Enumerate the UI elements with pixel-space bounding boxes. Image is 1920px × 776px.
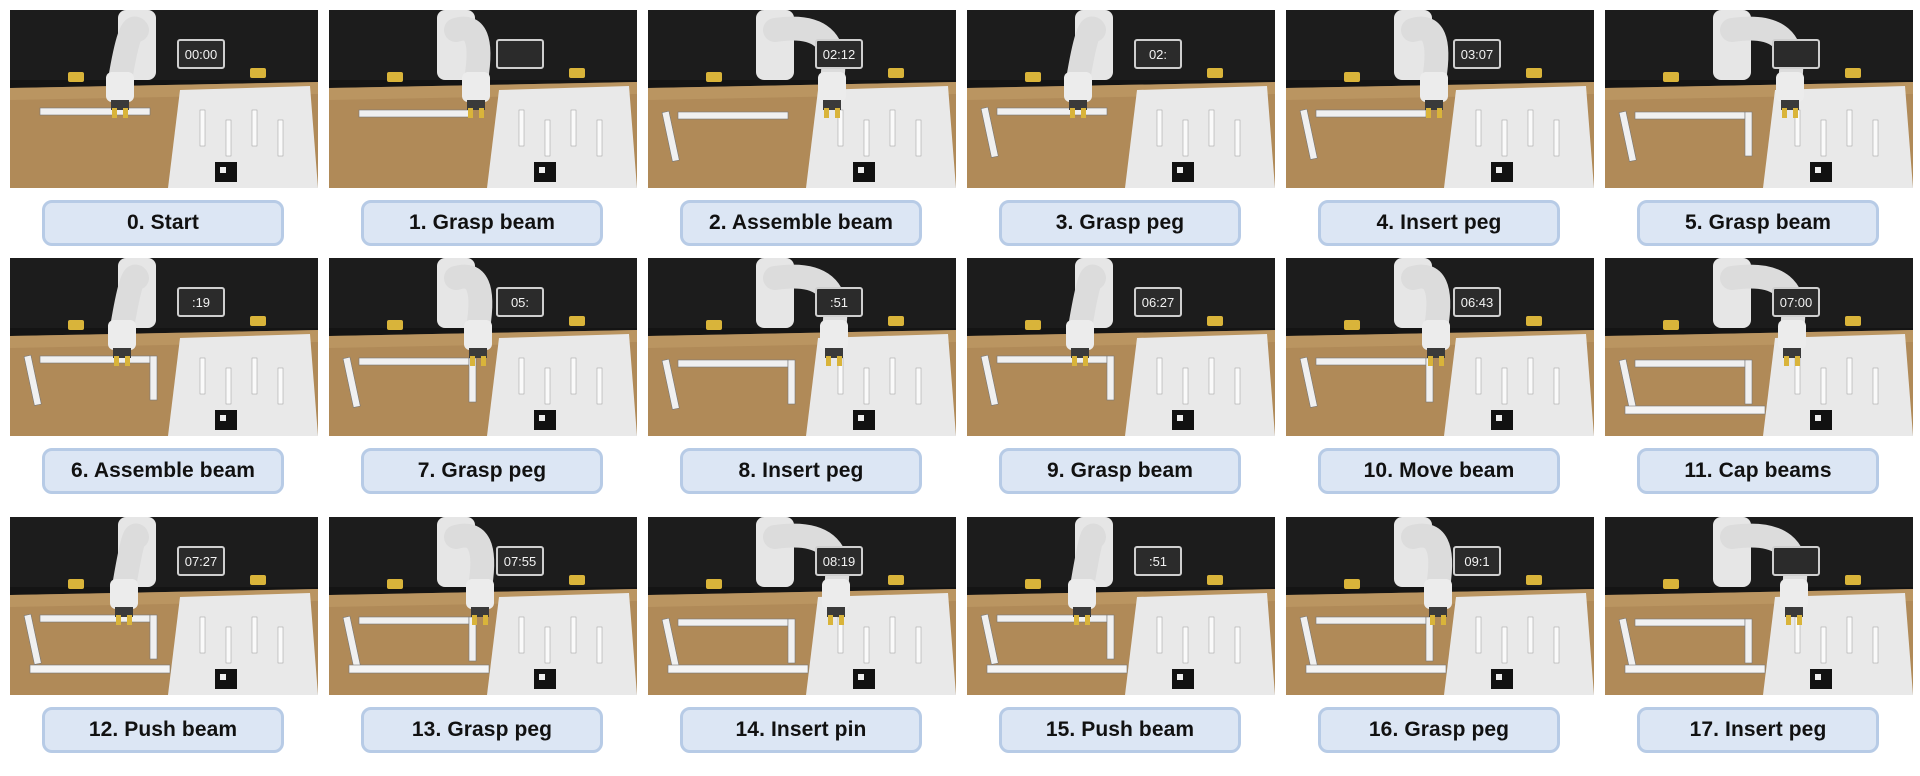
step-15: :51 15. Push beam [967,517,1275,753]
timer-text: 03:07 [1461,47,1494,62]
step-label: 0. Start [42,200,284,246]
timer-text: :19 [192,295,210,310]
step-13: 07:55 13. Grasp peg [329,517,637,753]
timer-display: 07:55 [496,546,544,576]
step-16: 09:1 16. Grasp peg [1286,517,1594,753]
timer-text: 07:27 [185,554,218,569]
timer-display: 00:00 [177,39,225,69]
step-frame-image [1605,517,1913,695]
timer-display: :51 [1134,546,1182,576]
step-frame-image: 03:07 [1286,10,1594,188]
step-label: 17. Insert peg [1637,707,1879,753]
timer-display: 06:27 [1134,287,1182,317]
step-label: 8. Insert peg [680,448,922,494]
step-0: 00:00 0. Start [10,10,318,246]
step-11: 07:00 11. Cap beams [1605,258,1913,494]
step-14: 08:19 14. Insert pin [648,517,956,753]
timer-display: :19 [177,287,225,317]
step-frame-image: 05: [329,258,637,436]
timer-text: 09:1 [1464,554,1489,569]
step-label: 4. Insert peg [1318,200,1560,246]
step-frame-image: 06:43 [1286,258,1594,436]
timer-text: 02:12 [823,47,856,62]
timer-display [1772,546,1820,576]
step-frame-image: 09:1 [1286,517,1594,695]
step-label: 13. Grasp peg [361,707,603,753]
step-frame-image: 06:27 [967,258,1275,436]
timer-text: 02: [1149,47,1167,62]
step-label: 1. Grasp beam [361,200,603,246]
timer-display: 06:43 [1453,287,1501,317]
step-17: 17. Insert peg [1605,517,1913,753]
step-9: 06:27 9. Grasp beam [967,258,1275,494]
step-label: 6. Assemble beam [42,448,284,494]
step-frame-image [329,10,637,188]
timer-display: 07:27 [177,546,225,576]
step-frame-image: 00:00 [10,10,318,188]
step-frame-image: 07:00 [1605,258,1913,436]
timer-display: 02: [1134,39,1182,69]
step-7: 05: 7. Grasp peg [329,258,637,494]
step-label: 7. Grasp peg [361,448,603,494]
timer-display [496,39,544,69]
step-label: 3. Grasp peg [999,200,1241,246]
step-5: 5. Grasp beam [1605,10,1913,246]
timer-text: 06:43 [1461,295,1494,310]
timer-text: 05: [511,295,529,310]
step-frame-image [1605,10,1913,188]
step-label: 9. Grasp beam [999,448,1241,494]
step-frame-image: :19 [10,258,318,436]
step-frame-image: :51 [648,258,956,436]
step-frame-image: 07:27 [10,517,318,695]
step-1: 1. Grasp beam [329,10,637,246]
step-2: 02:12 2. Assemble beam [648,10,956,246]
step-label: 16. Grasp peg [1318,707,1560,753]
timer-text: 06:27 [1142,295,1175,310]
timer-text: 07:55 [504,554,537,569]
step-6: :19 6. Assemble beam [10,258,318,494]
step-8: :51 8. Insert peg [648,258,956,494]
step-label: 14. Insert pin [680,707,922,753]
timer-display: 07:00 [1772,287,1820,317]
timer-text: 07:00 [1780,295,1813,310]
timer-display [1772,39,1820,69]
step-label: 10. Move beam [1318,448,1560,494]
step-frame-image: :51 [967,517,1275,695]
step-12: 07:27 12. Push beam [10,517,318,753]
step-frame-image: 02: [967,10,1275,188]
step-3: 02: 3. Grasp peg [967,10,1275,246]
timer-text: 08:19 [823,554,856,569]
step-frame-image: 07:55 [329,517,637,695]
step-frame-image: 08:19 [648,517,956,695]
timer-display: 05: [496,287,544,317]
timer-display: 08:19 [815,546,863,576]
step-label: 12. Push beam [42,707,284,753]
step-label: 5. Grasp beam [1637,200,1879,246]
timer-display: :51 [815,287,863,317]
timer-display: 03:07 [1453,39,1501,69]
step-10: 06:43 10. Move beam [1286,258,1594,494]
timer-display: 02:12 [815,39,863,69]
timer-text: :51 [1149,554,1167,569]
step-label: 11. Cap beams [1637,448,1879,494]
step-frame-image: 02:12 [648,10,956,188]
timer-display: 09:1 [1453,546,1501,576]
timer-text: :51 [830,295,848,310]
step-label: 15. Push beam [999,707,1241,753]
timer-text: 00:00 [185,47,218,62]
step-4: 03:07 4. Insert peg [1286,10,1594,246]
step-label: 2. Assemble beam [680,200,922,246]
